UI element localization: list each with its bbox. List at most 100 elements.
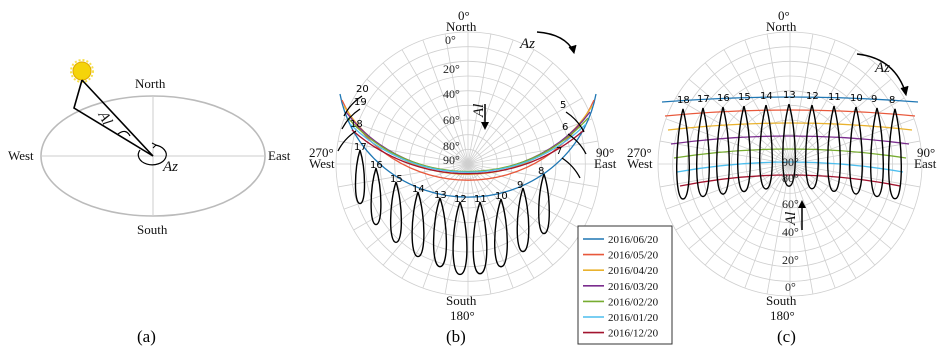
date-curve [667, 122, 913, 131]
hour-label: 10 [495, 191, 508, 202]
altitude-label: 60° [443, 113, 460, 127]
hour-label: 6 [562, 122, 568, 133]
east-label: East [914, 156, 937, 171]
hour-label: 18 [350, 119, 363, 130]
caption-a: (a) [137, 327, 156, 346]
analemma-loop [337, 130, 357, 152]
legend-label: 2016/06/20 [608, 234, 659, 246]
analemma-loop [805, 104, 819, 190]
altitude-label: 40° [443, 87, 460, 101]
date-curve [347, 117, 589, 173]
hour-label: 9 [517, 180, 523, 191]
altitude-label: 20° [443, 62, 460, 76]
altitude-label: 0° [785, 280, 796, 294]
hour-label: 12 [454, 194, 467, 205]
legend-label: 2016/01/20 [608, 312, 659, 324]
altitude-labels: 0° 20° 40° 60° 80°90° [443, 33, 460, 167]
altitude-arrowhead-icon [798, 200, 806, 208]
hour-label: 14 [412, 184, 425, 195]
grid-spoke [366, 163, 469, 250]
south-label: South [446, 293, 477, 308]
grid-spoke [353, 97, 469, 165]
date-curve [673, 148, 907, 159]
hour-label: 11 [474, 194, 487, 205]
al-label: Al [783, 212, 799, 226]
north-label: North [135, 76, 166, 91]
date-curve [661, 96, 919, 103]
analemma-loop [827, 105, 841, 193]
grid-spoke [467, 78, 570, 165]
analemma-loop [759, 104, 773, 190]
date-curve [670, 135, 910, 145]
grid-spoke [688, 163, 791, 250]
analemma-loops [337, 95, 587, 276]
azimuth-arrowhead-icon [900, 85, 909, 97]
grid-spoke [789, 140, 921, 165]
hour-label: 17 [354, 142, 367, 153]
az-label: Az [162, 159, 178, 175]
analemma-loop [389, 181, 403, 244]
grid-spoke [467, 62, 554, 165]
date-curves [661, 96, 919, 187]
al-label: Al [471, 104, 487, 118]
date-curve [341, 99, 595, 181]
analemma-loop [676, 108, 690, 200]
altitude-triangle [73, 79, 154, 157]
analemma-loop [341, 108, 361, 130]
grid-spoke [789, 163, 921, 188]
hour-label: 8 [538, 166, 544, 177]
hour-label: 15 [738, 92, 751, 103]
hour-label: 18 [677, 95, 690, 106]
date-curve [349, 123, 587, 173]
south-label: South [766, 293, 797, 308]
hour-label: 13 [783, 90, 796, 101]
grid-spoke [789, 33, 814, 165]
deg-90-label: 90° [917, 145, 935, 160]
analemma-loop [782, 103, 796, 187]
grid-spoke [659, 163, 791, 188]
grid-spoke [789, 49, 857, 165]
deg-0-label: 0° [778, 8, 790, 23]
grid-spoke [467, 49, 535, 165]
deg-180-label: 180° [450, 308, 475, 323]
analemma-loop [737, 105, 751, 193]
date-curves [339, 93, 597, 198]
grid-spoke [467, 163, 599, 188]
grid-spoke [675, 97, 791, 165]
analemma-loop [870, 107, 884, 198]
deg-270-label: 270° [627, 145, 652, 160]
grid-spoke [467, 163, 554, 266]
hour-label: 8 [889, 95, 895, 106]
grid-spoke [467, 33, 492, 165]
azimuth-arrow-icon [151, 142, 157, 149]
hour-label: 19 [354, 97, 367, 108]
hour-label: 7 [556, 146, 562, 157]
grid-spoke [343, 118, 469, 165]
grid-spoke [789, 163, 876, 266]
grid-spoke [688, 78, 791, 165]
altitude-label: 80° [782, 171, 799, 185]
analemma-loop [565, 111, 585, 133]
analemma-loop [516, 187, 530, 253]
analemma-loop [567, 133, 587, 155]
west-label: West [627, 156, 653, 171]
altitude-labels: 90° 80° 60° 40° 20° 0° [782, 155, 799, 294]
hour-label: 12 [806, 91, 819, 102]
grid-spoke [789, 118, 915, 165]
grid-spoke [467, 97, 583, 165]
hour-label: 14 [760, 91, 773, 102]
deg-0-label: 0° [458, 8, 470, 23]
grid-spoke [789, 97, 905, 165]
hour-label: 16 [370, 160, 383, 171]
deg-180-label: 180° [770, 308, 795, 323]
grid-spoke [467, 163, 492, 295]
hour-label: 20 [356, 84, 369, 95]
altitude-angle-arc [117, 130, 131, 137]
analemma-loop [354, 149, 366, 205]
grid-spoke [789, 39, 836, 165]
azimuth-direction-arrow [536, 31, 575, 53]
altitude-label: 0° [445, 33, 456, 47]
grid-spoke [704, 62, 791, 165]
